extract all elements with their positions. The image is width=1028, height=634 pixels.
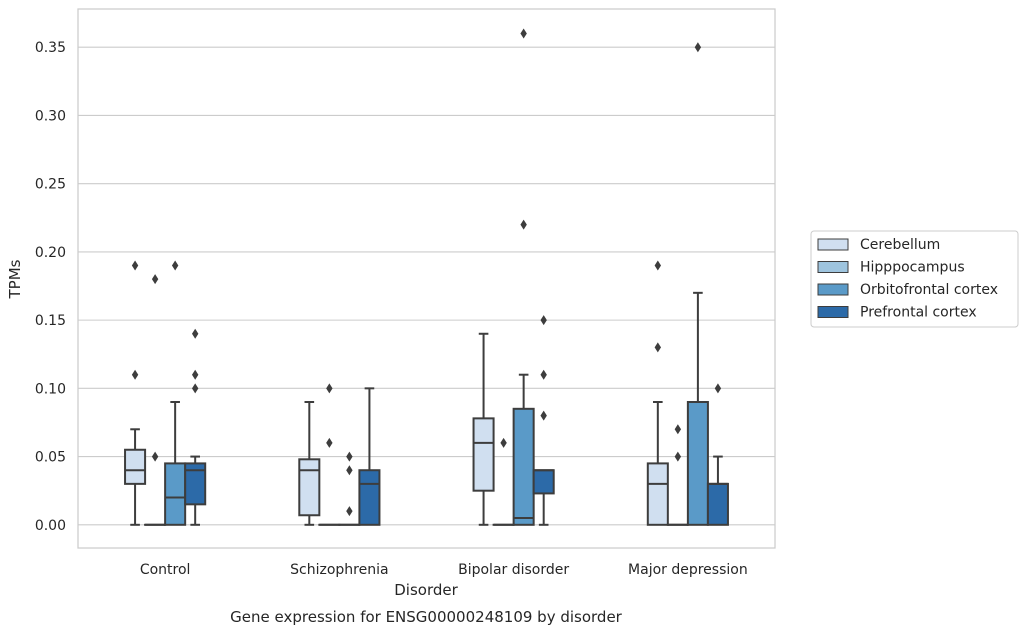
y-tick-labels: 0.00 0.05 0.10 0.15 0.20 0.25 0.30 0.35 xyxy=(35,40,66,534)
box-group xyxy=(686,42,709,526)
x-tick-label: Bipolar disorder xyxy=(458,562,569,578)
outlier-point xyxy=(694,42,702,53)
box xyxy=(686,400,709,526)
outlier-point xyxy=(151,451,159,462)
y-tick-label: 0.10 xyxy=(35,381,66,397)
x-axis-title: Disorder xyxy=(394,581,458,599)
box-group xyxy=(164,260,187,526)
box xyxy=(512,407,535,526)
grid-lines xyxy=(78,46,775,526)
x-tick-label: Major depression xyxy=(628,562,748,578)
legend-swatch xyxy=(817,283,849,296)
box-group xyxy=(184,328,207,526)
outlier-point xyxy=(540,410,547,421)
box xyxy=(706,482,729,526)
outlier-point xyxy=(520,219,527,230)
legend-label: Orbitofrontal cortex xyxy=(860,282,998,298)
box xyxy=(358,469,381,526)
box-groups xyxy=(124,28,729,526)
legend-swatch xyxy=(817,238,849,251)
x-tick-labels: Control Schizophrenia Bipolar disorder Majo… xyxy=(140,562,748,578)
box xyxy=(298,458,321,517)
box-group xyxy=(532,315,555,526)
legend-swatch xyxy=(817,261,849,273)
y-tick-label: 0.05 xyxy=(35,450,66,466)
box xyxy=(532,469,555,495)
outlier-point xyxy=(191,328,199,339)
box-group xyxy=(318,383,341,526)
outlier-point xyxy=(131,369,139,380)
outlier-point xyxy=(520,28,527,39)
outlier-point xyxy=(346,451,353,462)
outlier-point xyxy=(674,451,682,462)
outlier-point xyxy=(131,260,139,271)
box-group xyxy=(358,387,381,526)
x-tick-label: Schizophrenia xyxy=(290,562,388,578)
outlier-point xyxy=(326,383,333,394)
box-group xyxy=(144,274,167,526)
y-tick-label: 0.00 xyxy=(35,518,66,534)
legend-label: Prefrontal cortex xyxy=(860,305,977,321)
box-group xyxy=(124,260,147,526)
outlier-point xyxy=(326,437,333,448)
legend: Cerebellum Hipppocampus Orbitofrontal cort… xyxy=(810,230,1019,328)
y-tick-label: 0.20 xyxy=(35,245,66,261)
y-tick-label: 0.35 xyxy=(35,40,66,56)
box-group xyxy=(706,383,729,526)
outlier-point xyxy=(540,369,547,380)
outlier-point xyxy=(500,437,507,448)
box-group xyxy=(666,424,689,526)
x-tick-label: Control xyxy=(140,562,191,578)
box xyxy=(472,417,495,492)
outlier-point xyxy=(654,260,662,271)
outlier-point xyxy=(540,315,547,326)
box xyxy=(164,462,187,526)
box-group xyxy=(646,260,669,526)
outlier-point xyxy=(674,424,682,435)
legend-label: Hipppocampus xyxy=(860,260,965,276)
y-tick-label: 0.30 xyxy=(35,108,66,124)
outlier-point xyxy=(714,383,722,394)
legend-label: Cerebellum xyxy=(860,237,940,253)
chart-title: Gene expression for ENSG00000248109 by d… xyxy=(230,608,623,626)
outlier-point xyxy=(171,260,179,271)
outlier-point xyxy=(346,506,353,517)
box-group xyxy=(472,332,495,526)
outlier-point xyxy=(151,274,159,285)
y-tick-label: 0.25 xyxy=(35,177,66,193)
outlier-point xyxy=(346,465,353,476)
box-group xyxy=(298,400,321,526)
outlier-point xyxy=(654,342,662,353)
box xyxy=(124,448,147,485)
legend-frame xyxy=(810,230,1019,328)
y-tick-label: 0.15 xyxy=(35,313,66,329)
outlier-point xyxy=(191,383,199,394)
legend-swatch xyxy=(817,306,849,318)
box-group xyxy=(338,451,361,526)
box-group xyxy=(492,437,515,526)
box xyxy=(646,462,669,526)
box xyxy=(184,462,207,506)
y-axis-title: TPMs xyxy=(6,259,24,299)
outlier-point xyxy=(191,369,199,380)
box-group xyxy=(512,28,535,526)
plot-area-frame xyxy=(77,8,776,549)
